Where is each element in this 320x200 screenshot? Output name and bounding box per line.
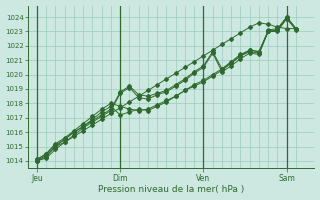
- X-axis label: Pression niveau de la mer( hPa ): Pression niveau de la mer( hPa ): [98, 185, 244, 194]
